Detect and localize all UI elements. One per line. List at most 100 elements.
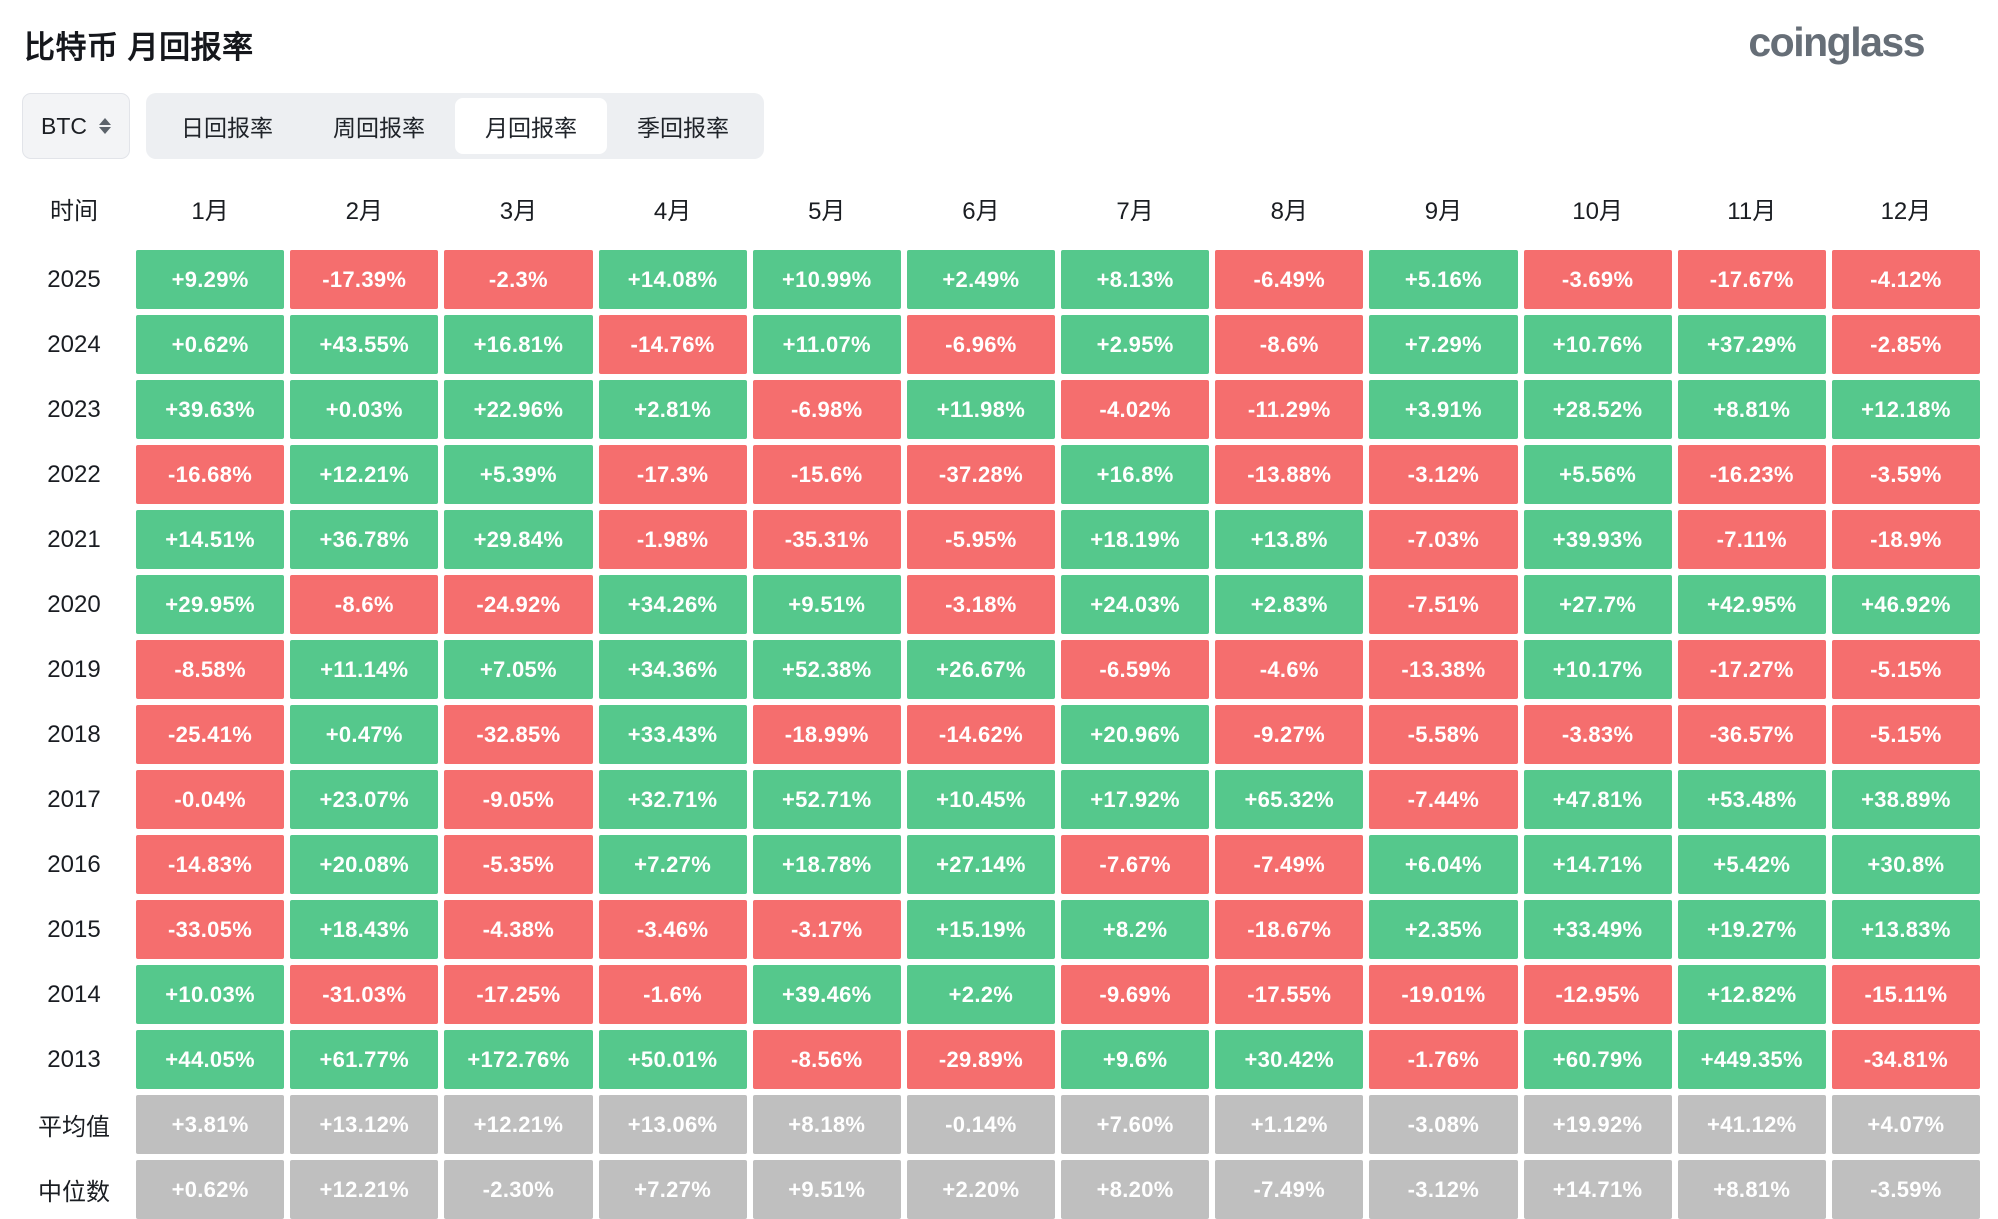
row-label: 2019 xyxy=(47,655,101,683)
return-cell: -5.35% xyxy=(444,835,593,894)
row-label: 2020 xyxy=(47,590,101,618)
return-cell: +43.55% xyxy=(290,315,439,374)
row-label: 2025 xyxy=(47,265,101,293)
row-label: 2014 xyxy=(47,980,101,1008)
return-cell: -31.03% xyxy=(290,965,439,1024)
return-cell: +46.92% xyxy=(1831,575,1980,634)
column-header-month: 5月 xyxy=(808,198,846,225)
return-cell: -33.05% xyxy=(136,900,285,959)
return-cell: -19.01% xyxy=(1369,965,1518,1024)
column-header-month: 10月 xyxy=(1572,198,1623,225)
return-cell: +14.71% xyxy=(1523,835,1672,894)
return-cell: -18.67% xyxy=(1215,900,1364,959)
return-cell: +61.77% xyxy=(290,1030,439,1089)
table-row: 2025 +9.29% -17.39% -2.3% +14.08% +10.99% +2.4… xyxy=(18,250,1980,309)
return-cell: +9.6% xyxy=(1061,1030,1210,1089)
table-row: 2020 +29.95% -8.6% -24.92% +34.26% +9.51% -3.1… xyxy=(18,575,1980,634)
return-cell: -13.38% xyxy=(1369,640,1518,699)
return-cell: -2.3% xyxy=(444,250,593,309)
return-cell: +10.03% xyxy=(136,965,285,1024)
return-cell: +8.20% xyxy=(1061,1160,1210,1219)
return-cell: +41.12% xyxy=(1677,1095,1826,1154)
return-cell: +5.16% xyxy=(1369,250,1518,309)
tab-0[interactable]: 日回报率 xyxy=(181,115,273,141)
return-cell: +8.18% xyxy=(752,1095,901,1154)
return-cell: +0.03% xyxy=(290,380,439,439)
return-cell: +53.48% xyxy=(1677,770,1826,829)
return-cell: +7.05% xyxy=(444,640,593,699)
return-cell: +3.91% xyxy=(1369,380,1518,439)
return-cell: +16.81% xyxy=(444,315,593,374)
table-row: 2018 -25.41% +0.47% -32.85% +33.43% -18.99% -1… xyxy=(18,705,1980,764)
column-header-month: 1月 xyxy=(191,198,229,225)
return-cell: +30.8% xyxy=(1831,835,1980,894)
column-header-time: 时间 xyxy=(50,198,98,225)
return-cell: -32.85% xyxy=(444,705,593,764)
table-row: 2023 +39.63% +0.03% +22.96% +2.81% -6.98% +11.… xyxy=(18,380,1980,439)
table-row: 2015 -33.05% +18.43% -4.38% -3.46% -3.17% +15.… xyxy=(18,900,1980,959)
return-cell: -1.98% xyxy=(598,510,747,569)
return-cell: +27.14% xyxy=(906,835,1055,894)
return-cell: -0.14% xyxy=(906,1095,1055,1154)
page: 比特币 月回报率 coinglass BTC 日回报率 周回报率 月回报率 季回报率 … xyxy=(18,22,1980,1219)
column-header-month: 3月 xyxy=(499,198,538,225)
return-cell: -3.18% xyxy=(906,575,1055,634)
symbol-select[interactable]: BTC xyxy=(22,93,130,159)
controls-bar: BTC 日回报率 周回报率 月回报率 季回报率 xyxy=(18,93,1980,159)
return-cell: -5.15% xyxy=(1831,640,1980,699)
row-label: 中位数 xyxy=(38,1179,110,1206)
return-cell: +5.39% xyxy=(444,445,593,504)
return-cell: +2.83% xyxy=(1215,575,1364,634)
return-cell: +33.49% xyxy=(1523,900,1672,959)
column-header-month: 8月 xyxy=(1270,198,1308,225)
tab-3[interactable]: 季回报率 xyxy=(637,115,729,141)
return-cell: -17.3% xyxy=(598,445,747,504)
return-cell: +36.78% xyxy=(290,510,439,569)
table-row: 2014 +10.03% -31.03% -17.25% -1.6% +39.46% +2.… xyxy=(18,965,1980,1024)
return-cell: +8.13% xyxy=(1061,250,1210,309)
return-cell: +3.81% xyxy=(136,1095,285,1154)
return-cell: +18.43% xyxy=(290,900,439,959)
return-cell: +14.51% xyxy=(136,510,285,569)
return-cell: +10.17% xyxy=(1523,640,1672,699)
return-cell: +0.62% xyxy=(136,1160,285,1219)
return-cell: +18.19% xyxy=(1061,510,1210,569)
return-cell: +12.18% xyxy=(1831,380,1980,439)
return-cell: +23.07% xyxy=(290,770,439,829)
row-label: 2024 xyxy=(47,330,101,358)
return-cell: +60.79% xyxy=(1523,1030,1672,1089)
return-cell: +14.71% xyxy=(1523,1160,1672,1219)
return-cell: -18.9% xyxy=(1831,510,1980,569)
return-cell: -1.6% xyxy=(598,965,747,1024)
return-cell: +0.62% xyxy=(136,315,285,374)
return-cell: +17.92% xyxy=(1061,770,1210,829)
return-cell: -3.46% xyxy=(598,900,747,959)
return-cell: +8.2% xyxy=(1061,900,1210,959)
return-cell: +38.89% xyxy=(1831,770,1980,829)
return-cell: +172.76% xyxy=(444,1030,593,1089)
return-cell: -15.11% xyxy=(1831,965,1980,1024)
return-cell: -8.56% xyxy=(752,1030,901,1089)
return-cell: -35.31% xyxy=(752,510,901,569)
return-cell: -8.6% xyxy=(1215,315,1364,374)
return-cell: +0.47% xyxy=(290,705,439,764)
return-cell: +15.19% xyxy=(906,900,1055,959)
return-cell: -17.25% xyxy=(444,965,593,1024)
return-cell: -7.49% xyxy=(1215,835,1364,894)
tab-1[interactable]: 周回报率 xyxy=(333,115,425,141)
return-cell: +19.92% xyxy=(1523,1095,1672,1154)
return-cell: -4.02% xyxy=(1061,380,1210,439)
tab-2[interactable]: 月回报率 xyxy=(455,98,607,154)
return-cell: +2.35% xyxy=(1369,900,1518,959)
return-cell: +22.96% xyxy=(444,380,593,439)
return-cell: -18.99% xyxy=(752,705,901,764)
return-cell: +24.03% xyxy=(1061,575,1210,634)
column-header-month: 11月 xyxy=(1727,198,1777,225)
return-cell: -14.76% xyxy=(598,315,747,374)
return-cell: +39.63% xyxy=(136,380,285,439)
return-cell: -24.92% xyxy=(444,575,593,634)
table-row: 平均值 +3.81% +13.12% +12.21% +13.06% +8.18% -0.1… xyxy=(18,1095,1980,1154)
return-cell: +20.08% xyxy=(290,835,439,894)
return-cell: -6.59% xyxy=(1061,640,1210,699)
return-cell: +7.60% xyxy=(1061,1095,1210,1154)
